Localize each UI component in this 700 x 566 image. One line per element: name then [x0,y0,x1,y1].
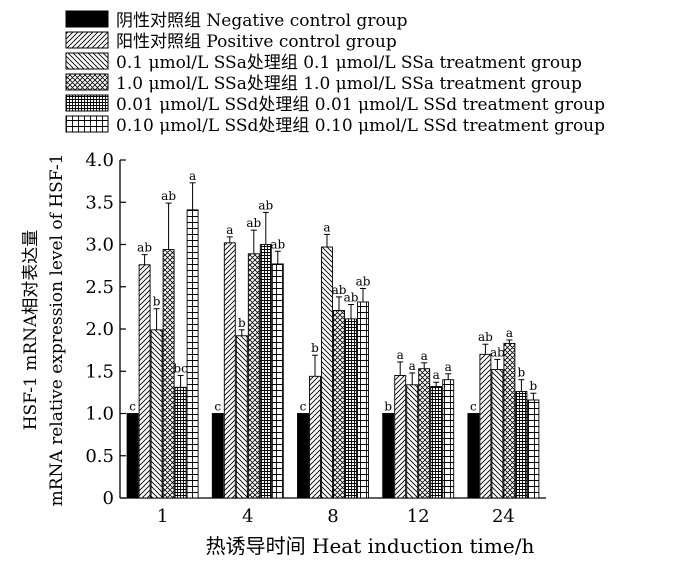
bar [345,318,357,499]
y-tick-label: 3.5 [85,192,114,213]
legend-swatch [65,94,109,112]
x-axis-label: 热诱导时间 Heat induction time/h [206,534,535,558]
bar [357,301,369,499]
legend-swatch [65,10,109,28]
significance-letter: c [300,400,307,414]
legend-label: 0.01 μmol/L SSd处理组 0.01 μmol/L SSd treat… [116,95,605,115]
significance-letter: a [323,220,330,234]
significance-letter: a [189,169,196,183]
significance-letter: ab [270,237,285,251]
legend-swatch [65,73,109,91]
significance-letter: a [433,368,440,382]
significance-letter: a [409,359,416,373]
bar [259,244,272,499]
bar [138,264,151,499]
axes: 0 0.5 1.0 1.5 2.0 2.5 3.0 3.5 4.0 1 4 8 12 24 [85,150,546,527]
bar [126,413,139,499]
legend-swatch [65,31,109,49]
bar [174,386,187,499]
significance-letter: a [445,360,452,374]
bar [297,413,309,499]
legend-swatch [65,115,109,133]
bar [271,263,284,499]
significance-letter: b [518,366,526,380]
legend-swatch [65,52,109,70]
y-axis-label-en: mRNA relative expression level of HSF-1 [47,154,67,507]
significance-letter: b [238,316,246,330]
significance-letter: ab [344,290,359,304]
bar [309,375,321,499]
bar [223,242,236,499]
bar [235,335,248,499]
significance-letter: a [397,348,404,362]
bar [406,384,419,499]
y-tick-label: 0 [103,488,114,509]
y-tick-label: 2.5 [85,277,114,298]
significance-letter: ab [246,216,261,230]
bar [333,309,345,499]
bar [430,386,443,499]
significance-letter: c [214,400,221,414]
x-tick-label: 4 [242,506,253,527]
bar [247,253,260,499]
bar [442,379,455,499]
y-tick-label: 0.5 [85,446,114,467]
bar [479,353,492,499]
bar [515,391,528,499]
bar [418,368,431,499]
bar [211,413,224,499]
significance-letter: c [129,400,136,414]
legend-label: 阳性对照组 Positive control group [116,32,397,52]
x-tick-label: 12 [407,506,430,527]
significance-letter: b [153,295,161,309]
legend-label: 阴性对照组 Negative control group [116,11,408,31]
significance-letter: b [384,400,392,414]
bar [491,369,504,499]
bar [382,413,395,499]
y-tick-label: 1.5 [85,361,114,382]
x-tick-label: 24 [492,506,515,527]
bars [126,209,540,499]
significance-letter: a [226,223,233,237]
bar [467,413,480,499]
y-tick-label: 1.0 [85,404,114,425]
legend-label: 0.10 μmol/L SSd处理组 0.10 μmol/L SSd treat… [116,116,605,136]
significance-letter: bc [173,361,188,375]
significance-letter: ab [356,274,371,288]
error-bars [141,182,537,400]
significance-letter: c [470,400,477,414]
y-axis-label-cn: HSF-1 mRNA相对表达量 [21,230,41,431]
y-tick-label: 2.0 [85,319,114,340]
legend-label: 1.0 μmol/L SSa处理组 1.0 μmol/L SSa treatme… [116,74,582,94]
x-tick-label: 8 [327,506,338,527]
significance-letter: ab [258,198,273,212]
bar [503,342,516,499]
significance-letter: a [506,326,513,340]
x-tick-label: 1 [157,506,168,527]
legend-label: 0.1 μmol/L SSa处理组 0.1 μmol/L SSa treatme… [116,53,582,73]
significance-letter: ab [478,330,493,344]
significance-letter: ab [137,241,152,255]
bar [150,329,163,499]
significance-letter: a [421,349,428,363]
bar [394,375,407,499]
significance-letter: ab [161,189,176,203]
bar [186,209,199,499]
significance-letter: b [530,379,538,393]
significance-letter: b [311,341,319,355]
y-tick-label: 3.0 [85,235,114,256]
y-tick-label: 4.0 [85,150,114,171]
significance-letter: ab [332,283,347,297]
bar [527,399,540,499]
significance-letter: ab [490,345,505,359]
